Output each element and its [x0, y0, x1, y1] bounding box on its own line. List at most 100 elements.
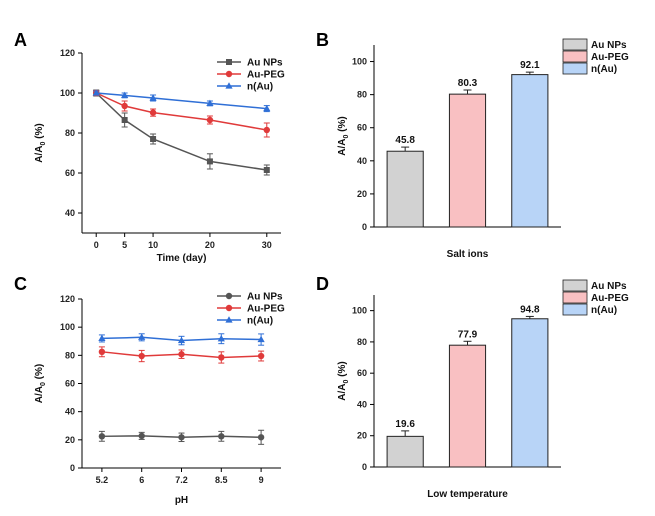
- y-tick-label: 120: [60, 48, 75, 58]
- data-point-n-au: [206, 99, 214, 106]
- legend-label-au-nps: Au NPs: [247, 58, 283, 69]
- panel-letter-c: C: [14, 274, 27, 294]
- y-tick-label: 20: [65, 435, 75, 445]
- x-tick-label: 10: [148, 240, 158, 250]
- legend-label-au-nps: Au NPs: [591, 281, 627, 292]
- legend-marker-n-au: [225, 316, 233, 323]
- x-tick-label: 5.2: [96, 475, 109, 485]
- y-tick-label: 60: [65, 168, 75, 178]
- panel-letter-b: B: [316, 30, 329, 50]
- legend-label-n-au: n(Au): [591, 64, 617, 75]
- data-point-au-nps: [178, 434, 185, 441]
- y-tick-label: 80: [65, 350, 75, 360]
- y-axis-title-main: A/A: [34, 146, 45, 163]
- y-tick-label: 40: [65, 208, 75, 218]
- y-axis-title: A/A0 (%): [34, 123, 47, 162]
- y-axis-title-unit: (%): [34, 364, 45, 382]
- data-point-au-peg: [257, 352, 265, 360]
- legend-label-n-au: n(Au): [247, 82, 273, 93]
- y-axis-title-unit: (%): [337, 361, 348, 379]
- legend-label-au-peg: Au-PEG: [247, 70, 285, 81]
- legend-label-n-au: n(Au): [247, 316, 273, 327]
- y-tick-label: 20: [357, 431, 367, 441]
- bar-au-peg: [448, 344, 487, 468]
- legend-marker-au-peg: [225, 304, 233, 312]
- x-axis-title: Salt ions: [447, 249, 489, 260]
- y-tick-label: 0: [362, 222, 367, 232]
- x-axis-title: Time (day): [157, 253, 207, 264]
- data-label-au-nps: 45.8: [395, 135, 415, 146]
- bar-au-nps: [386, 435, 424, 468]
- data-point-au-nps: [98, 433, 106, 440]
- data-point-au-nps: [121, 117, 128, 123]
- legend-swatch-au-nps: [562, 279, 588, 292]
- y-axis-title-sub: 0: [40, 142, 47, 146]
- legend-marker-au-nps: [226, 59, 232, 65]
- legend-swatch-au-nps: [562, 38, 588, 51]
- y-tick-label: 100: [60, 322, 75, 332]
- data-point-au-peg: [206, 116, 214, 124]
- data-point-n-au: [177, 336, 186, 344]
- x-axis-title: pH: [175, 495, 188, 506]
- legend-label-n-au: n(Au): [591, 305, 617, 316]
- data-point-au-peg: [263, 126, 270, 134]
- data-point-au-peg: [98, 348, 106, 356]
- y-tick-label: 80: [357, 337, 367, 347]
- data-point-au-nps: [218, 433, 225, 440]
- y-tick-label: 60: [357, 368, 367, 378]
- legend-marker-au-peg: [225, 70, 233, 78]
- y-tick-label: 60: [357, 123, 367, 133]
- x-axis-title: Low temperature: [427, 489, 508, 500]
- y-axis-title-sub: 0: [343, 380, 350, 384]
- x-tick-label: 6: [139, 475, 144, 485]
- data-point-au-nps: [257, 434, 265, 441]
- data-point-au-nps: [138, 432, 145, 440]
- x-tick-label: 5: [122, 240, 127, 250]
- legend-swatch-n-au: [562, 303, 588, 316]
- y-tick-label: 100: [60, 88, 75, 98]
- y-axis-title-sub: 0: [343, 135, 350, 139]
- data-point-n-au: [98, 334, 106, 342]
- panel-letter-a: A: [14, 30, 27, 50]
- data-point-n-au: [263, 104, 271, 112]
- y-tick-label: 0: [362, 462, 367, 472]
- panel-letter-d: D: [316, 274, 329, 294]
- data-point-n-au: [149, 94, 157, 101]
- data-point-au-peg: [178, 351, 185, 358]
- y-tick-label: 80: [357, 90, 367, 100]
- y-tick-label: 120: [60, 294, 75, 304]
- y-tick-label: 40: [65, 407, 75, 417]
- y-axis-title: A/A0 (%): [34, 364, 47, 403]
- bar-au-peg: [448, 93, 487, 228]
- data-label-n-au: 92.1: [520, 60, 540, 71]
- data-point-au-peg: [218, 354, 225, 361]
- y-axis-title-unit: (%): [337, 116, 348, 134]
- y-tick-label: 40: [357, 156, 367, 166]
- data-label-au-peg: 77.9: [458, 329, 478, 340]
- legend-swatch-n-au: [562, 62, 588, 75]
- data-label-au-nps: 19.6: [395, 419, 415, 430]
- data-point-n-au: [257, 335, 265, 343]
- y-tick-label: 20: [357, 189, 367, 199]
- data-point-au-nps: [263, 167, 270, 173]
- legend-label-au-peg: Au-PEG: [247, 304, 285, 315]
- legend-label-au-peg: Au-PEG: [591, 52, 629, 63]
- data-point-au-peg: [121, 102, 128, 110]
- x-tick-label: 0: [94, 240, 99, 250]
- y-axis-title-main: A/A: [34, 386, 45, 403]
- legend-swatch-au-peg: [562, 291, 588, 304]
- legend-swatch-au-peg: [562, 50, 588, 63]
- y-axis-title-unit: (%): [34, 123, 45, 141]
- x-tick-label: 8.5: [215, 475, 228, 485]
- x-tick-label: 30: [262, 240, 272, 250]
- data-point-n-au: [92, 89, 100, 96]
- legend-marker-au-nps: [225, 292, 233, 300]
- y-tick-label: 100: [352, 306, 367, 316]
- data-point-n-au: [121, 91, 129, 98]
- legend-label-au-nps: Au NPs: [247, 292, 283, 303]
- legend-label-au-nps: Au NPs: [591, 40, 627, 51]
- x-tick-label: 9: [259, 475, 264, 485]
